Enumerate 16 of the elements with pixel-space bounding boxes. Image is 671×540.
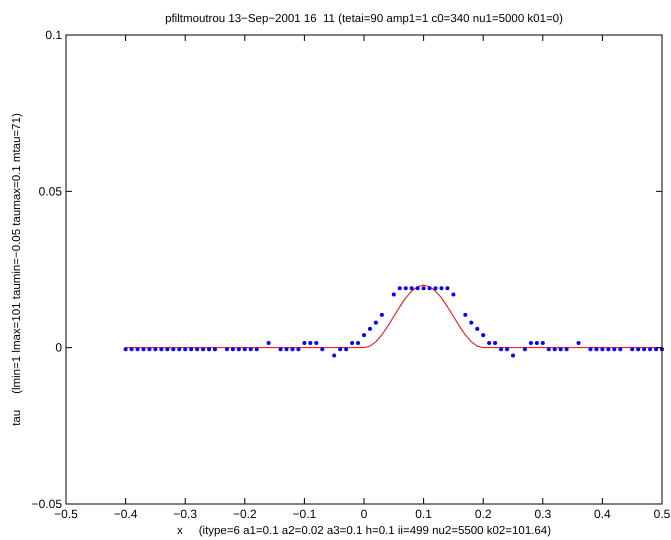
x-tick-label: 0 bbox=[360, 507, 368, 521]
x-tick-label: −0.3 bbox=[173, 507, 198, 521]
chart-title: pfiltmoutrou 13−Sep−2001 16 11 (tetai=90 amp1=1 c0=340 nu1=5000 k01=0) bbox=[165, 13, 564, 25]
y-tick-label: 0.05 bbox=[38, 184, 62, 198]
x-tick-label: −0.2 bbox=[232, 507, 257, 521]
y-tick-label: 0 bbox=[55, 340, 62, 355]
x-tick-label: 0.5 bbox=[654, 507, 671, 521]
x-tick-label: 0.2 bbox=[474, 507, 492, 521]
x-tick-label: −0.4 bbox=[114, 507, 138, 521]
y-tick-label: 0.1 bbox=[45, 28, 62, 42]
x-tick-label: 0.4 bbox=[594, 507, 612, 521]
y-axis-title: tau (lmin=1 lmax=101 taumin=−0.05 taumax=0.1 mtau=71) bbox=[11, 113, 23, 426]
x-axis-title: x (itype=6 a1=0.1 a2=0.02 a3=0.1 h=0.1 ii=499 nu2=5500 k02=101.64) bbox=[176, 525, 552, 537]
x-tick-label: 0.3 bbox=[534, 507, 552, 521]
x-tick-label: −0.1 bbox=[292, 507, 317, 521]
x-tick-label: 0.1 bbox=[415, 507, 432, 521]
